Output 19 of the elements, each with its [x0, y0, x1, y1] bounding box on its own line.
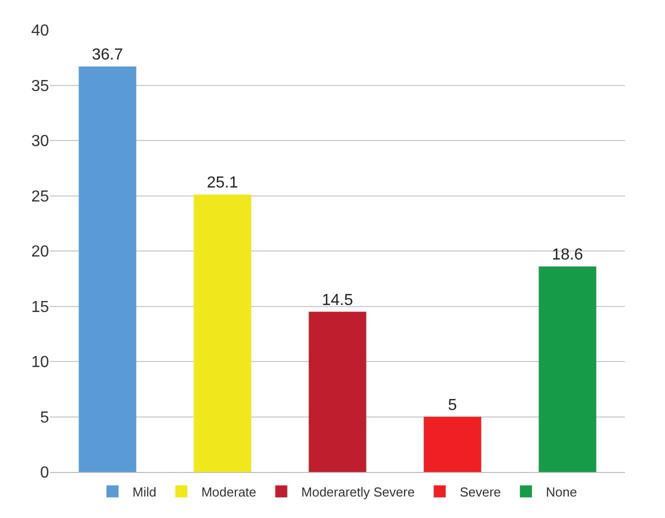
y-tick-label: 5	[40, 409, 50, 426]
legend-label: Moderaretly Severe	[301, 484, 415, 500]
data-label: 18.6	[552, 246, 584, 264]
y-tick-label: 30	[31, 133, 50, 150]
y-tick-label: 15	[31, 298, 50, 316]
y-tick-label: 0	[40, 464, 50, 482]
legend-label: Mild	[132, 484, 156, 500]
data-label: 36.7	[92, 46, 124, 64]
legend-label: None	[546, 484, 577, 500]
y-tick-label: 20	[31, 244, 50, 261]
data-label: 14.5	[322, 292, 354, 309]
y-tick-label: 25	[31, 188, 50, 206]
data-label: 5	[448, 396, 457, 414]
y-tick-label: 10	[31, 354, 50, 372]
data-label: 25.1	[206, 174, 238, 192]
legend-label: Severe	[460, 484, 501, 500]
y-tick-label: 40	[31, 22, 50, 40]
y-tick-label: 35	[31, 78, 50, 95]
legend-label: Moderate	[201, 484, 256, 500]
